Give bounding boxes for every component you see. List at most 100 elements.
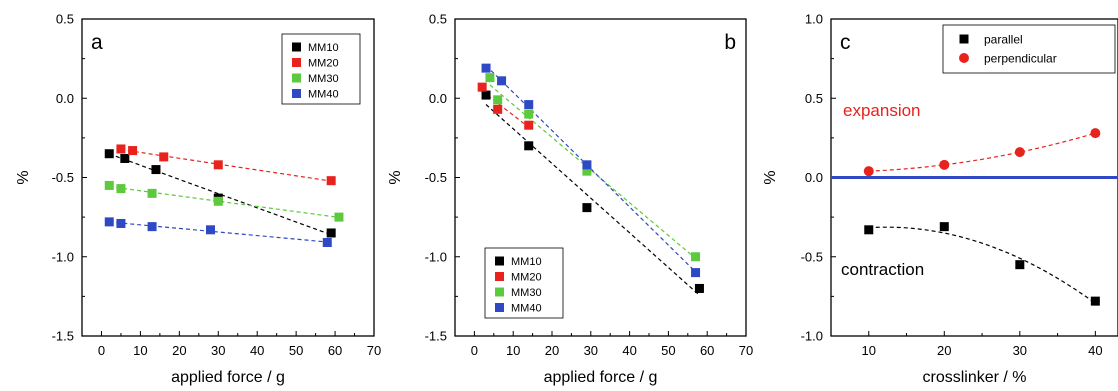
legend-marker: [292, 89, 301, 98]
legend-marker: [495, 256, 504, 266]
legend-label: MM40: [511, 303, 542, 315]
data-point-MM40: [497, 76, 507, 86]
data-point-MM20: [326, 176, 336, 186]
x-tick-label: 20: [545, 343, 559, 358]
x-tick-label: 10: [862, 343, 876, 358]
trend-line-MM10: [485, 104, 700, 296]
trend-line-MM20: [120, 148, 332, 182]
data-point-MM10: [481, 90, 491, 100]
data-point-MM20: [159, 152, 169, 162]
y-tick-label: 1.0: [805, 12, 823, 27]
x-tick-label: 20: [172, 343, 186, 358]
data-point-MM30: [493, 95, 503, 105]
legend-label: parallel: [984, 33, 1023, 47]
panel-label: b: [724, 31, 736, 54]
x-tick-label: 0: [98, 343, 105, 358]
data-point-MM40: [104, 217, 114, 227]
legend-label: MM30: [511, 287, 542, 299]
x-axis-label: crosslinker / %: [922, 369, 1026, 386]
data-point-MM20: [524, 120, 534, 130]
y-tick-label: 0.0: [56, 91, 74, 106]
data-point-MM30: [485, 73, 495, 83]
legend-label: MM10: [308, 42, 339, 54]
data-point-MM40: [147, 222, 157, 232]
legend-marker: [292, 42, 301, 52]
x-axis-label: applied force / g: [171, 369, 285, 386]
y-tick-label: -1.0: [801, 329, 823, 344]
data-point-MM30: [691, 252, 701, 262]
trend-line-MM10: [109, 153, 332, 236]
legend-marker: [495, 303, 504, 312]
legend-label: MM20: [511, 272, 542, 284]
legend-marker: [959, 53, 969, 63]
x-tick-label: 30: [584, 343, 598, 358]
legend-box: [942, 24, 1116, 74]
data-point-perpendicular: [1014, 147, 1025, 158]
x-axis-label: applied force / g: [544, 369, 658, 386]
legend-label: MM20: [308, 58, 339, 70]
y-tick-label: 0.5: [805, 91, 823, 106]
data-point-MM10: [694, 283, 704, 293]
data-point-MM40: [322, 237, 332, 247]
data-point-MM30: [334, 212, 344, 222]
trend-line-MM30: [109, 186, 340, 218]
x-tick-label: 30: [211, 343, 225, 358]
y-tick-label: 0.0: [805, 170, 823, 185]
legend-label: perpendicular: [984, 52, 1057, 66]
y-tick-label: -1.0: [425, 249, 447, 264]
chart-panel-b: 0.5 0.0 -0.5 -1.0 -1.5 0 10 20 30 40 50 60 70 applied…: [387, 12, 753, 387]
x-tick-label: 70: [739, 343, 753, 358]
data-point-MM20: [128, 146, 138, 156]
data-point-MM40: [205, 225, 215, 235]
annotation-expansion: expansion: [843, 101, 921, 120]
x-tick-label: 50: [661, 343, 675, 358]
data-point-MM40: [524, 100, 534, 110]
data-point-MM10: [582, 203, 592, 213]
data-point-parallel: [939, 222, 949, 232]
panel-label: a: [91, 31, 103, 54]
y-tick-label: -0.5: [52, 170, 74, 185]
x-tick-label: 50: [289, 343, 303, 358]
x-tick-label: 30: [1013, 343, 1027, 358]
x-tick-label: 70: [367, 343, 381, 358]
annotation-contraction: contraction: [841, 260, 924, 279]
chart-panel-c: 1.0 0.5 0.0 -0.5 -1.0 10 20 30 40 crosslinker / %…: [762, 12, 1118, 386]
legend-label: MM10: [511, 256, 542, 268]
legend-marker: [292, 58, 301, 67]
y-tick-label: 0.0: [429, 91, 447, 106]
x-tick-label: 40: [250, 343, 264, 358]
data-point-parallel: [864, 225, 874, 235]
data-point-MM30: [213, 196, 223, 206]
data-point-MM20: [477, 82, 487, 92]
y-tick-label: -1.5: [52, 329, 74, 344]
panel-label: c: [840, 31, 851, 54]
y-axis-label: %: [15, 170, 32, 184]
data-point-MM10: [120, 153, 130, 163]
legend-label: MM40: [308, 89, 339, 101]
data-point-MM10: [524, 141, 534, 151]
y-tick-label: -1.0: [52, 249, 74, 264]
y-tick-label: 0.5: [429, 12, 447, 27]
trend-line-MM40: [109, 221, 328, 243]
data-point-MM30: [116, 184, 126, 194]
y-tick-label: -0.5: [425, 170, 447, 185]
y-tick-label: 0.5: [56, 12, 74, 27]
y-axis-label: %: [762, 170, 779, 184]
data-point-MM20: [116, 144, 126, 154]
legend-marker: [292, 73, 301, 83]
trend-line-perpendicular: [868, 132, 1096, 172]
data-point-MM40: [116, 218, 126, 228]
data-point-MM10: [151, 165, 161, 175]
trend-line-MM30: [489, 84, 696, 259]
x-tick-label: 60: [700, 343, 714, 358]
x-tick-label: 0: [471, 343, 478, 358]
data-point-MM40: [691, 268, 701, 278]
data-point-MM30: [147, 188, 157, 198]
data-point-MM10: [104, 149, 114, 159]
trend-line-parallel: [868, 226, 1096, 304]
y-tick-label: -1.5: [425, 329, 447, 344]
data-point-MM40: [582, 160, 592, 170]
data-point-MM30: [524, 109, 534, 119]
legend-marker: [495, 287, 504, 297]
